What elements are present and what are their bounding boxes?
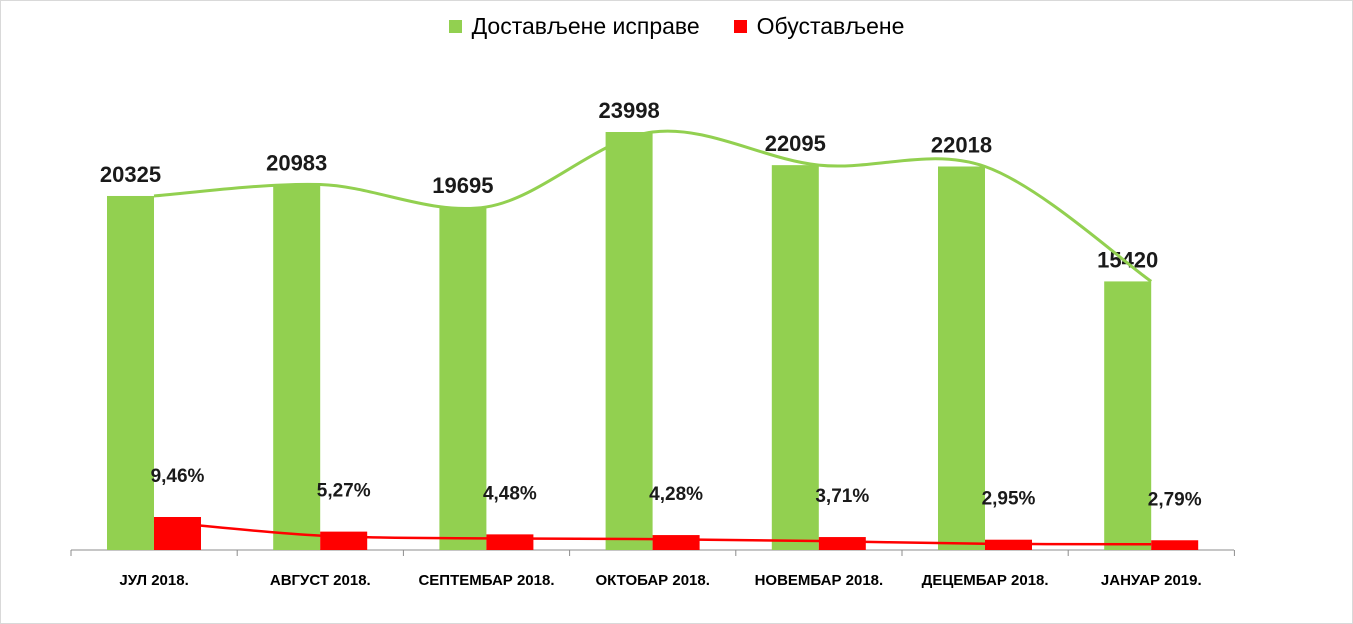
x-tick-label: ЈАНУАР 2019. xyxy=(1101,572,1202,589)
data-label-suspended: 4,48% xyxy=(483,483,537,504)
data-label-delivered: 15420 xyxy=(1097,247,1158,272)
x-tick-label: НОВЕМБАР 2018. xyxy=(755,572,884,589)
data-label-suspended: 4,28% xyxy=(649,484,703,505)
x-tick-label: ДЕЦЕМБАР 2018. xyxy=(922,572,1049,589)
bar-delivered xyxy=(107,195,154,550)
bar-delivered xyxy=(938,166,985,551)
data-label-delivered: 22095 xyxy=(765,131,826,156)
trendline-delivered xyxy=(153,129,1153,283)
bar-delivered xyxy=(605,132,653,550)
legend-label-suspended: Обустављене xyxy=(756,13,905,39)
data-label-suspended: 2,95% xyxy=(982,489,1036,510)
bar-suspended xyxy=(818,537,866,550)
bar-delivered xyxy=(439,206,487,550)
bar-suspended xyxy=(1151,540,1199,550)
trendline-suspended xyxy=(153,519,1152,546)
data-label-delivered: 20983 xyxy=(266,151,327,176)
bar-suspended xyxy=(486,534,534,550)
data-label-suspended: 3,71% xyxy=(815,486,869,507)
data-label-delivered: 22018 xyxy=(931,132,992,157)
data-label-suspended: 2,79% xyxy=(1148,489,1202,510)
data-label-suspended: 9,46% xyxy=(151,466,205,487)
bar-suspended xyxy=(320,531,368,550)
x-tick-label: ЈУЛ 2018. xyxy=(119,572,188,589)
x-tick-label: АВГУСТ 2018. xyxy=(270,572,371,589)
data-label-suspended: 5,27% xyxy=(317,481,371,502)
legend-item-delivered: Достављене исправе xyxy=(448,13,700,40)
bar-delivered xyxy=(273,184,321,550)
bar-delivered xyxy=(771,165,819,551)
data-label-delivered: 20325 xyxy=(100,162,161,187)
legend-swatch-delivered xyxy=(448,20,462,33)
legend-label-delivered: Достављене исправе xyxy=(471,13,700,39)
data-label-delivered: 19695 xyxy=(432,173,493,198)
x-tick-label: СЕПТЕМБАР 2018. xyxy=(418,572,554,589)
bar-suspended xyxy=(652,535,700,550)
legend: Достављене исправе Обустављене xyxy=(1,13,1352,40)
legend-item-suspended: Обустављене xyxy=(733,13,905,40)
bar-delivered xyxy=(1104,281,1152,550)
x-tick-label: ОКТОБАР 2018. xyxy=(595,572,709,589)
data-label-delivered: 23998 xyxy=(599,98,660,123)
legend-swatch-suspended xyxy=(733,20,747,33)
